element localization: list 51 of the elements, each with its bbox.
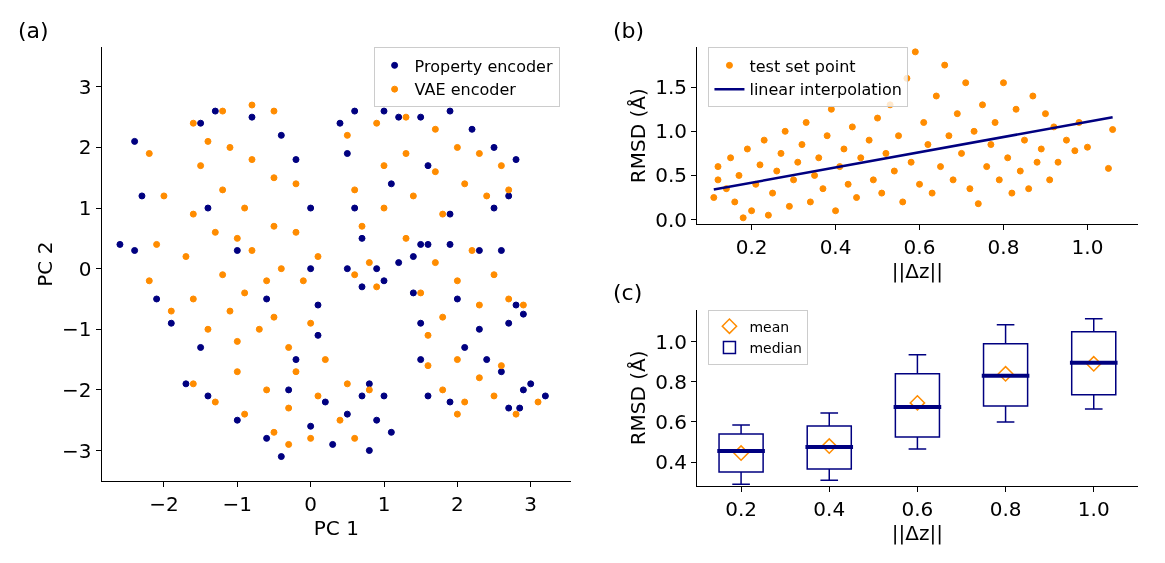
- y-axis-title: PC 2: [32, 241, 57, 287]
- y-axis-title: RMSD (Å): [625, 88, 650, 184]
- legend-label: test set point: [749, 56, 856, 76]
- x-tick-label: 1: [377, 491, 391, 516]
- y-tick-label: −1: [62, 317, 92, 342]
- chart-title: (a): [18, 18, 49, 43]
- x-tick-label: 0.6: [901, 497, 934, 522]
- point: [997, 365, 1014, 382]
- y-tick-label: 0.4: [655, 450, 687, 475]
- x-axis-title: PC 1: [313, 515, 359, 540]
- y-tick-label: 0.5: [655, 163, 687, 188]
- x-tick-label: 2: [450, 491, 464, 516]
- chart-title: (c): [613, 280, 643, 305]
- legend-label: Property encoder: [414, 56, 553, 76]
- x-tick-label: 0.6: [903, 235, 936, 259]
- chart-title: (b): [613, 18, 645, 43]
- x-axis-title: ||Δz||: [891, 521, 943, 546]
- point: [909, 394, 926, 411]
- point: [1085, 355, 1102, 372]
- y-tick-label: 1.5: [655, 75, 687, 100]
- x-tick-label: 0.4: [813, 497, 846, 522]
- x-tick-label: 1.0: [1077, 497, 1110, 522]
- y-tick-label: 0.6: [655, 409, 687, 434]
- y-tick-label: 1: [78, 196, 92, 221]
- x-tick-label: 0.4: [819, 235, 852, 259]
- point: [821, 438, 838, 454]
- x-tick-label: 0.2: [735, 235, 768, 259]
- x-tick-label: −2: [149, 491, 179, 516]
- legend-label: mean: [749, 318, 790, 335]
- y-axis-title: RMSD (Å): [625, 350, 650, 446]
- legend-label: median: [749, 339, 802, 356]
- x-tick-label: 0.2: [725, 497, 757, 522]
- y-tick-label: 1.0: [655, 329, 687, 354]
- y-tick-label: 0.0: [655, 207, 687, 232]
- x-axis-title: ||Δz||: [891, 259, 943, 283]
- x-tick-label: 0: [304, 491, 318, 516]
- x-tick-label: 3: [524, 491, 538, 516]
- y-tick-label: 2: [78, 135, 92, 160]
- y-tick-label: 0.8: [655, 369, 687, 394]
- legend-label: VAE encoder: [414, 80, 517, 100]
- y-tick-label: 3: [78, 74, 92, 99]
- x-tick-label: 1.0: [1071, 235, 1104, 259]
- y-tick-label: −2: [62, 377, 92, 402]
- y-tick-label: −3: [62, 438, 92, 463]
- x-tick-label: −1: [222, 491, 253, 516]
- y-tick-label: 0: [78, 256, 92, 281]
- legend-label: linear interpolation: [749, 80, 902, 100]
- point: [733, 445, 749, 461]
- x-tick-label: 0.8: [989, 497, 1022, 522]
- x-tick-label: 0.8: [987, 235, 1020, 259]
- y-tick-label: 1.0: [655, 119, 687, 144]
